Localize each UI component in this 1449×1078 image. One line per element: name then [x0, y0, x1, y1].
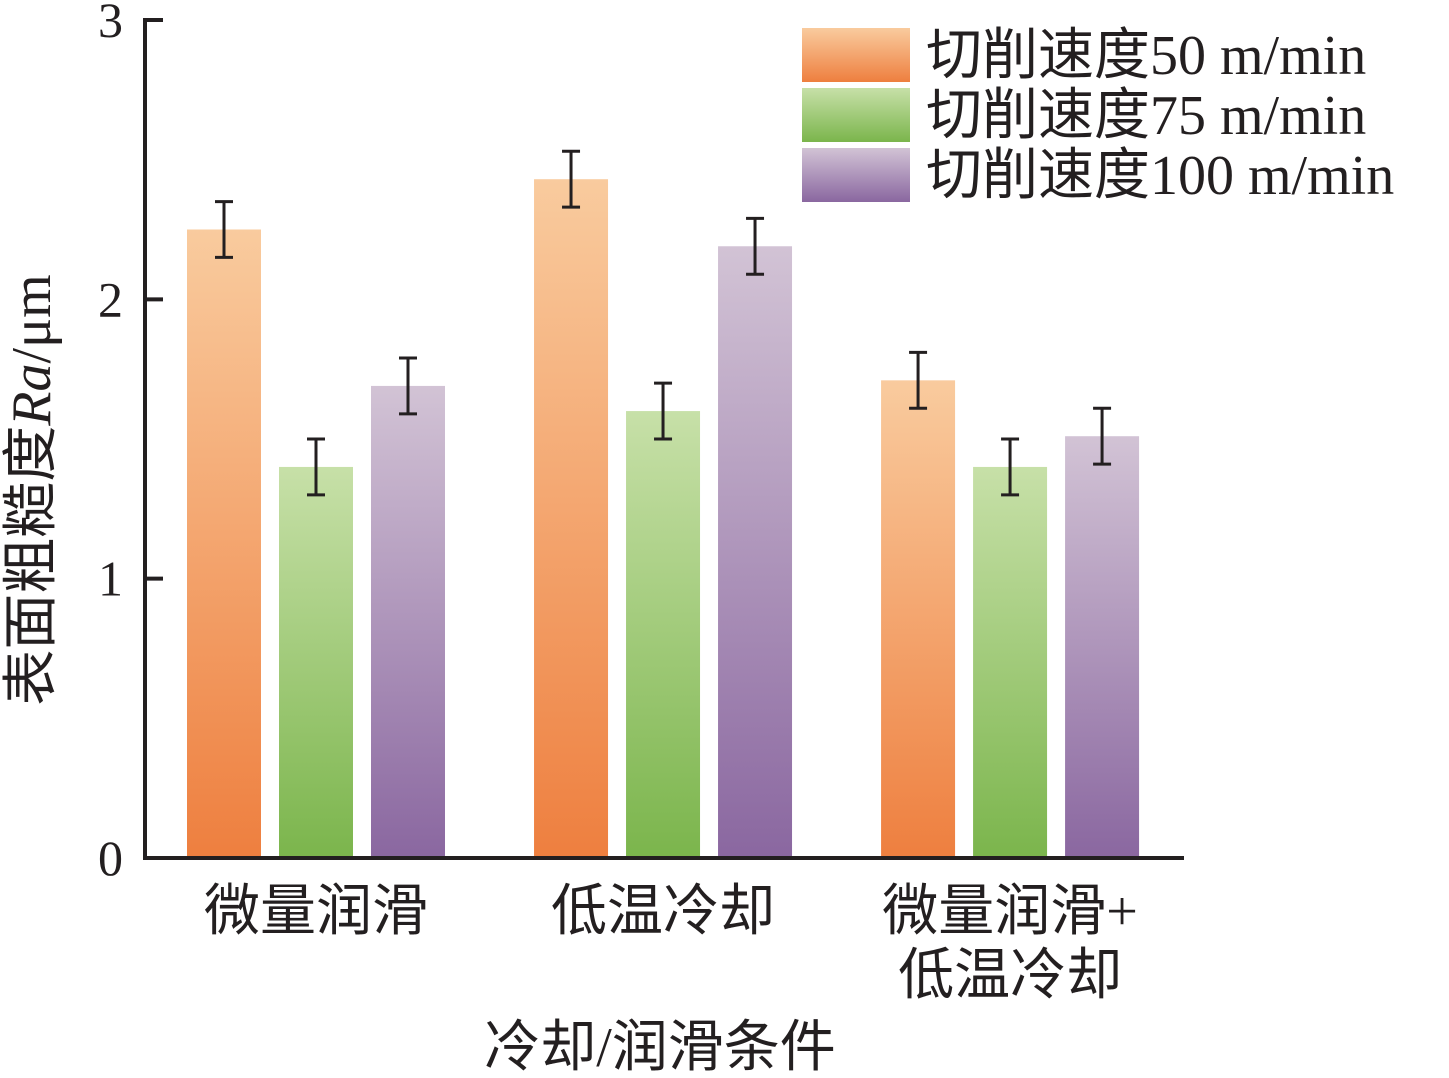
y-ticks-group: 0 1 2 3 — [98, 0, 163, 886]
legend-swatch — [802, 28, 910, 82]
y-tick-label: 3 — [98, 0, 123, 48]
x-category-label: 微量润滑+ — [882, 881, 1138, 943]
bar — [371, 385, 445, 858]
y-axis-title-unit: /μm — [1, 274, 63, 363]
x-category-label: 低温冷却 — [551, 881, 775, 943]
error-bars-group — [215, 149, 1112, 497]
legend-label: 切削速度50 m/min — [926, 25, 1366, 87]
y-tick-label: 0 — [98, 830, 123, 886]
bar — [1065, 436, 1140, 858]
bar — [279, 466, 353, 858]
bar — [718, 246, 793, 858]
y-axis-title-symbol: Ra — [1, 363, 63, 426]
bar — [973, 466, 1048, 858]
y-tick-label: 1 — [98, 551, 123, 607]
legend-swatch — [802, 88, 910, 142]
x-category-label: 低温冷却 — [898, 945, 1122, 1007]
legend-swatch — [802, 148, 910, 202]
legend-label: 切削速度75 m/min — [926, 85, 1366, 147]
axes-group — [143, 18, 1184, 860]
legend-label: 切削速度100 m/min — [926, 145, 1394, 207]
bar — [626, 411, 701, 858]
y-tick-label: 2 — [98, 271, 123, 327]
bars-group — [187, 179, 1140, 859]
y-axis-title-text: 表面粗糙度 — [1, 426, 63, 706]
bar — [534, 179, 609, 859]
x-category-labels: 微量润滑 低温冷却 微量润滑+低温冷却 — [204, 881, 1138, 1007]
bar — [881, 380, 956, 858]
x-category-label: 微量润滑 — [204, 881, 428, 943]
bar — [187, 229, 261, 858]
x-axis-title: 冷却/润滑条件 — [484, 1017, 836, 1078]
y-axis-title: 表面粗糙度Ra/μm — [1, 274, 63, 705]
